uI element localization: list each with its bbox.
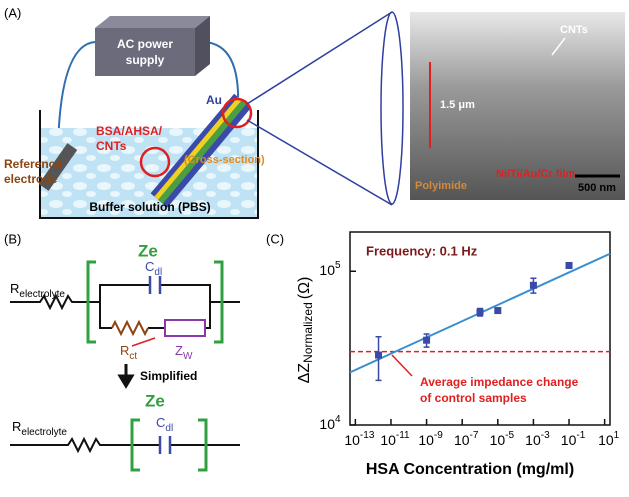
subscript: Normalized <box>301 302 315 363</box>
symbol: R <box>120 343 129 358</box>
panel-c: (C) HSA Concentration (mg/ml) ΔZNormaliz… <box>266 231 620 478</box>
power-supply <box>95 28 195 76</box>
y-axis-label: ΔZNormalized (Ω) <box>296 277 315 384</box>
label: ZW <box>175 343 193 361</box>
capacitor <box>160 436 170 454</box>
panel-label: (A) <box>4 5 21 20</box>
tick-label: 10-3 <box>525 430 550 448</box>
data-point <box>494 307 501 314</box>
tick-label: 10-9 <box>418 430 443 448</box>
panel-label: (B) <box>4 231 21 246</box>
data-point <box>566 262 573 269</box>
label: CNTs <box>96 139 127 153</box>
page: {"panel_a": {"label": "(A)", "power_supp… <box>0 0 629 492</box>
resistor <box>112 322 148 334</box>
label: BSA/AHSA/ <box>96 124 163 138</box>
subscript: dl <box>165 423 173 434</box>
tick-label: 10-1 <box>561 430 586 448</box>
zoom-ellipse <box>381 12 403 204</box>
data-point <box>375 352 382 359</box>
subscript: electrolyte <box>21 427 67 438</box>
label: Ni/Ti/Au/Cr film <box>496 168 575 180</box>
zoom-line <box>247 120 392 205</box>
label: Buffer solution (PBS) <box>89 200 210 214</box>
box-top <box>95 16 210 28</box>
unit: (Ω) <box>296 277 313 300</box>
figure: (A) AC power supply Au BSA/AHSA/ CNTs Re… <box>0 0 629 492</box>
label: Cdl <box>145 259 162 277</box>
subscript: W <box>183 351 193 362</box>
subscript: dl <box>154 267 162 278</box>
label: Relectrolyte <box>12 419 67 437</box>
tick-label: 10-5 <box>490 430 515 448</box>
label: supply <box>126 53 165 67</box>
label: (Cross-section) <box>184 154 265 166</box>
label: Rct <box>120 343 137 361</box>
label: CNTs <box>560 24 588 36</box>
symbol: Z <box>175 343 183 358</box>
data-point <box>530 282 537 289</box>
data-point <box>423 337 430 344</box>
symbol: C <box>145 259 154 274</box>
tick-label: 101 <box>598 430 620 448</box>
data-point <box>477 309 484 316</box>
annotation: of control samples <box>420 391 527 405</box>
panel-a: (A) AC power supply Au BSA/AHSA/ CNTs Re… <box>4 5 625 218</box>
annotation: Average impedance change <box>420 375 579 389</box>
symbol: R <box>10 281 19 296</box>
symbol: C <box>156 415 165 430</box>
label: electrode <box>4 172 58 186</box>
subscript: ct <box>129 351 137 362</box>
panel-b: (B) Ze Relectrolyte Cdl Rct ZW Simplifie… <box>4 231 240 470</box>
label: 1.5 μm <box>440 99 475 111</box>
label: Au <box>206 93 222 107</box>
tick-label: 10-13 <box>344 430 374 448</box>
label: Ze <box>145 391 165 410</box>
label: AC power <box>117 37 173 51</box>
zoom-line <box>247 12 392 104</box>
warburg <box>165 320 205 336</box>
pointer <box>132 338 155 346</box>
label: Simplified <box>140 369 197 383</box>
label: 500 nm <box>578 182 616 194</box>
symbol: R <box>12 419 21 434</box>
capacitor <box>150 276 160 294</box>
label: Cdl <box>156 415 173 433</box>
tick-label: 104 <box>319 414 341 432</box>
label: Ze <box>138 241 158 260</box>
tick-label: 10-11 <box>380 430 410 448</box>
tick-label: 10-7 <box>454 430 479 448</box>
label: Reference <box>4 157 62 171</box>
arrow-down <box>120 364 132 386</box>
label: Polyimide <box>415 180 467 192</box>
annotation: Frequency: 0.1 Hz <box>366 243 478 258</box>
panel-label: (C) <box>266 231 284 246</box>
tick-label: 105 <box>319 260 341 278</box>
symbol: ΔZ <box>296 363 313 384</box>
x-axis-label: HSA Concentration (mg/ml) <box>366 461 574 478</box>
pointer <box>392 355 412 376</box>
